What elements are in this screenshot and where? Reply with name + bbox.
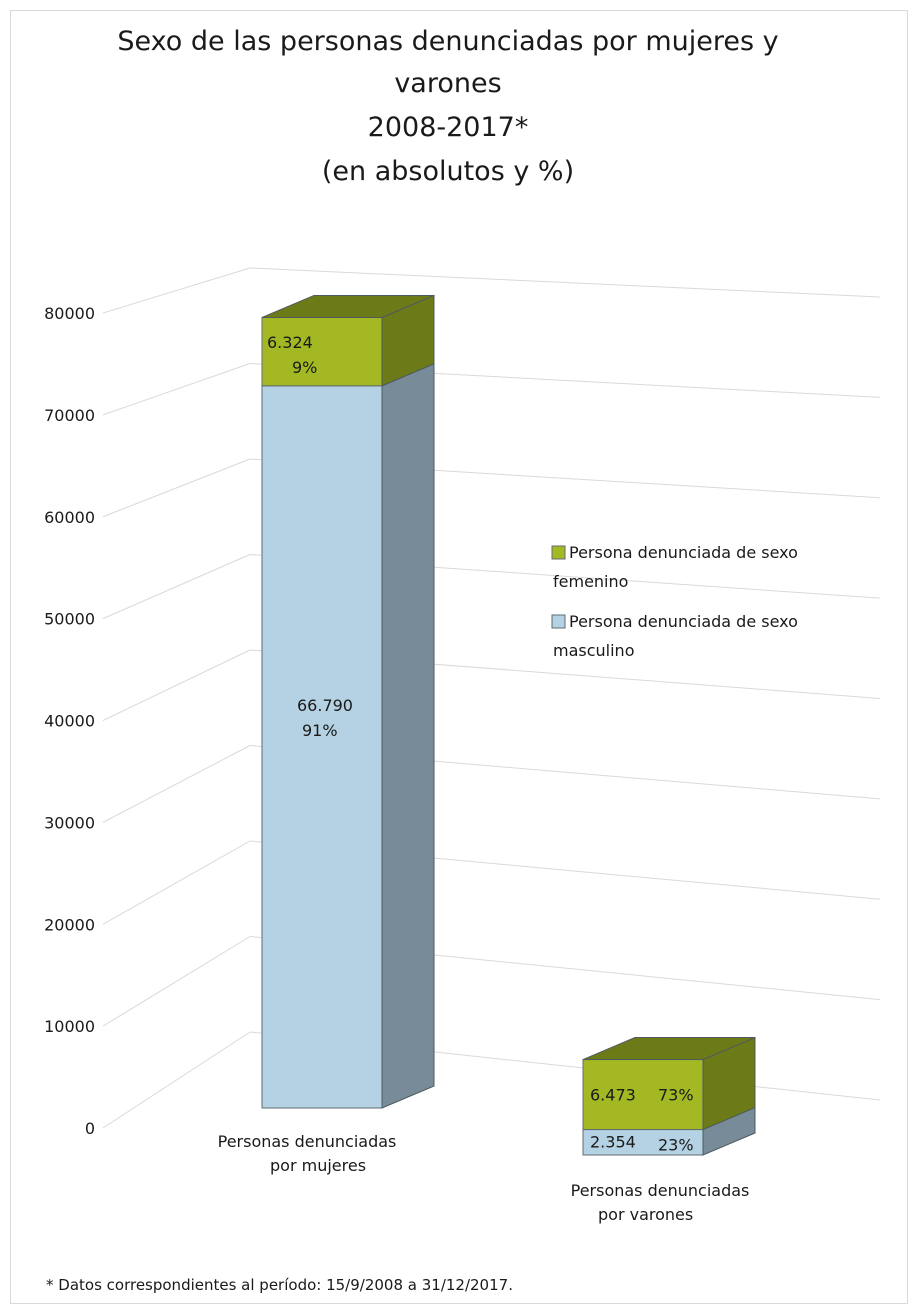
category-label-1-1: por varones bbox=[598, 1205, 693, 1224]
legend-swatch-0 bbox=[551, 614, 566, 629]
gridline-left-2 bbox=[102, 840, 251, 925]
bar-segment-1-0: 2.354 23% bbox=[582, 1106, 756, 1156]
bar-side-0-0 bbox=[381, 363, 435, 1109]
bar-front-0-1 bbox=[261, 316, 383, 387]
y-tick-label-7: 70000 bbox=[44, 406, 95, 425]
y-tick-label-1: 10000 bbox=[44, 1017, 95, 1036]
y-tick-label-4: 40000 bbox=[44, 712, 95, 731]
legend-label-0-0: Persona denunciada de sexo bbox=[569, 612, 798, 631]
gridline-left-5 bbox=[102, 554, 251, 620]
data-label-value-0-0: 66.790 bbox=[297, 696, 353, 715]
data-label-pct-1-0: 23% bbox=[658, 1135, 694, 1154]
y-tick-label-5: 50000 bbox=[44, 610, 95, 629]
bar-front-1-1 bbox=[582, 1059, 704, 1131]
chart-title-line-1: Sexo de las personas denunciadas por muj… bbox=[117, 26, 778, 57]
bars: 66.790 91% 6.324 9% 2.354 23% 6.473 73% bbox=[261, 294, 756, 1156]
bar-segment-0-0: 66.790 91% bbox=[261, 363, 435, 1109]
chart-title-line-4: (en absolutos y %) bbox=[322, 156, 574, 187]
data-label-value-1-0: 2.354 bbox=[590, 1132, 636, 1151]
y-tick-label-6: 60000 bbox=[44, 508, 95, 527]
data-label-pct-0-1: 9% bbox=[292, 358, 317, 377]
gridline-left-6 bbox=[102, 458, 251, 518]
legend-label-1-1: femenino bbox=[553, 572, 628, 591]
bar-segment-0-1: 6.324 9% bbox=[261, 294, 435, 387]
bar-front-1-0 bbox=[582, 1129, 704, 1156]
y-tick-label-8: 80000 bbox=[44, 304, 95, 323]
gridline-back-8 bbox=[249, 267, 881, 298]
footnote: * Datos correspondientes al período: 15/… bbox=[46, 1276, 513, 1294]
data-label-pct-1-1: 73% bbox=[658, 1086, 694, 1105]
legend-label-1-0: Persona denunciada de sexo bbox=[569, 543, 798, 562]
gridline-left-1 bbox=[102, 936, 251, 1027]
chart-title-line-2: varones bbox=[394, 68, 501, 99]
data-label-value-0-1: 6.324 bbox=[267, 333, 313, 352]
category-labels: Personas denunciadas por mujeres Personas … bbox=[218, 1132, 750, 1224]
gridline-left-3 bbox=[102, 745, 251, 823]
category-label-0-0: Personas denunciadas bbox=[218, 1132, 397, 1151]
gridline-left-8 bbox=[102, 267, 251, 314]
chart-frame bbox=[10, 10, 908, 1304]
y-tick-label-3: 30000 bbox=[44, 813, 95, 832]
y-tick-label-0: 0 bbox=[85, 1119, 95, 1138]
category-label-1-0: Personas denunciadas bbox=[571, 1181, 750, 1200]
chart-title: Sexo de las personas denunciadas por muj… bbox=[117, 26, 778, 187]
data-label-value-1-1: 6.473 bbox=[590, 1086, 636, 1105]
gridline-left-4 bbox=[102, 649, 251, 721]
y-axis: 0 10000 20000 30000 40000 50000 60000 70000 8000… bbox=[44, 304, 95, 1138]
bar-segment-1-1: 6.473 73% bbox=[582, 1036, 756, 1131]
y-tick-label-2: 20000 bbox=[44, 915, 95, 934]
category-label-0-1: por mujeres bbox=[270, 1156, 366, 1175]
data-label-pct-0-0: 91% bbox=[302, 721, 338, 740]
legend-label-0-1: masculino bbox=[553, 641, 634, 660]
legend: Persona denunciada de sexo femenino Person… bbox=[551, 543, 798, 660]
bar-top-0 bbox=[261, 294, 435, 318]
bar-top-1 bbox=[582, 1037, 756, 1061]
gridline-left-7 bbox=[102, 363, 251, 416]
gridlines bbox=[102, 267, 881, 1129]
chart-title-line-3: 2008-2017* bbox=[368, 112, 529, 143]
bar-front-0-0 bbox=[261, 385, 383, 1109]
legend-swatch-1 bbox=[551, 545, 566, 560]
gridline-left-0 bbox=[102, 1031, 251, 1129]
